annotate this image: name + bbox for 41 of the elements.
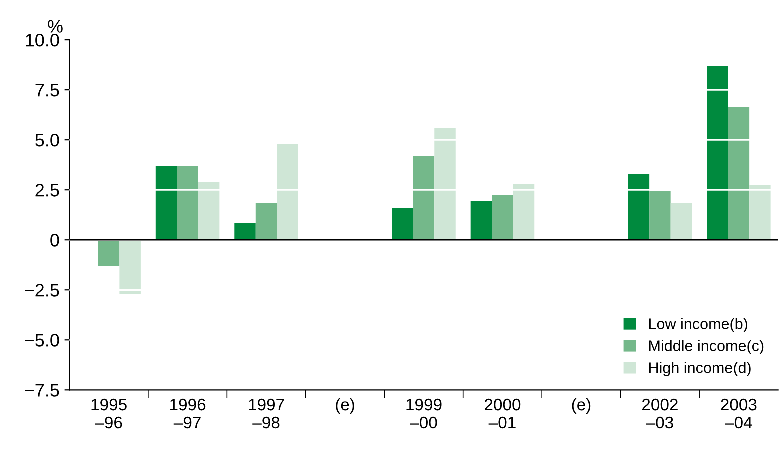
- x-tick-label: 1996 –97: [170, 398, 206, 429]
- y-tick-label: 0: [50, 234, 60, 247]
- x-tick-label: 1995 –96: [92, 398, 127, 429]
- legend-label: Middle income(c): [650, 340, 764, 354]
- bar: [513, 184, 535, 240]
- x-tick-label: 2003 –04: [721, 398, 757, 429]
- bar: [256, 203, 278, 240]
- x-tick-label: 2000 –01: [485, 398, 521, 429]
- bar: [628, 174, 650, 240]
- x-tick-label: (e): [572, 398, 591, 414]
- bar: [434, 128, 456, 240]
- y-tick-label: 10.0: [26, 34, 60, 47]
- x-tick-label: 2002 –03: [642, 398, 678, 429]
- x-tick-label: 1999 –00: [406, 398, 442, 429]
- bar: [98, 240, 120, 266]
- bar: [413, 156, 435, 240]
- bar: [650, 191, 671, 240]
- x-tick-label: (e): [336, 398, 354, 414]
- bar: [177, 166, 198, 240]
- y-tick-label: 7.5: [36, 84, 60, 97]
- bar: [234, 223, 256, 240]
- bar: [728, 107, 750, 240]
- bar: [392, 208, 414, 240]
- y-tick-label: −7.5: [25, 384, 60, 397]
- y-tick-label: 2.5: [36, 184, 60, 197]
- legend-label: High income(d): [650, 362, 751, 376]
- x-tick-label: 1997 –98: [249, 398, 284, 429]
- bar: [470, 201, 492, 240]
- bar: [198, 182, 220, 240]
- y-tick-label: 5.0: [36, 134, 60, 147]
- bar: [156, 166, 178, 240]
- bar: [277, 144, 298, 240]
- y-tick-label: −2.5: [25, 284, 60, 297]
- legend-label: Low income(b): [650, 318, 748, 332]
- bar: [670, 203, 692, 240]
- bar: [120, 240, 141, 294]
- bar: [492, 195, 514, 240]
- y-tick-label: −5.0: [25, 334, 60, 347]
- bar: [750, 185, 771, 240]
- bar: [707, 66, 728, 240]
- y-axis-title: %: [48, 20, 63, 33]
